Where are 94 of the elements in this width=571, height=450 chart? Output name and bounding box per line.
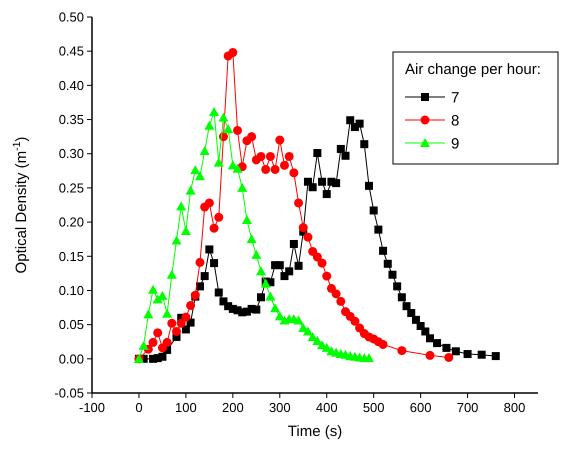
point bbox=[350, 316, 360, 326]
point bbox=[186, 300, 196, 310]
point bbox=[214, 158, 224, 167]
point bbox=[303, 232, 312, 242]
point bbox=[308, 332, 318, 341]
point bbox=[302, 326, 313, 336]
point bbox=[228, 48, 238, 58]
point bbox=[162, 308, 172, 318]
point bbox=[242, 215, 252, 224]
point bbox=[194, 171, 205, 180]
x-tick-label: 600 bbox=[410, 400, 432, 415]
point bbox=[232, 164, 243, 173]
point bbox=[204, 120, 214, 130]
point bbox=[190, 165, 200, 174]
y-tick-label: 0.05 bbox=[58, 317, 84, 332]
point bbox=[256, 266, 266, 276]
point bbox=[148, 338, 158, 347]
point bbox=[426, 350, 435, 360]
legend-label: 9 bbox=[451, 136, 460, 152]
point bbox=[251, 250, 262, 259]
legend-label: 8 bbox=[451, 112, 460, 130]
x-tick-label: 400 bbox=[316, 400, 338, 415]
point bbox=[153, 328, 162, 338]
point bbox=[289, 168, 298, 178]
point bbox=[378, 340, 388, 349]
y-tick-label: 0.40 bbox=[58, 78, 84, 93]
x-tick-label: 0 bbox=[135, 400, 143, 415]
point bbox=[195, 258, 204, 267]
point bbox=[246, 234, 257, 244]
point bbox=[233, 126, 242, 135]
point bbox=[312, 336, 322, 346]
point bbox=[294, 316, 304, 325]
point bbox=[294, 198, 304, 208]
x-tick-label: 700 bbox=[456, 400, 478, 415]
point bbox=[270, 303, 280, 312]
point bbox=[237, 182, 248, 192]
point bbox=[265, 292, 276, 301]
x-tick-label: -100 bbox=[78, 400, 106, 415]
point bbox=[167, 318, 176, 328]
x-tick-label: 200 bbox=[222, 400, 244, 415]
point bbox=[332, 289, 341, 298]
point bbox=[270, 164, 280, 174]
point bbox=[172, 326, 182, 336]
point bbox=[143, 309, 154, 318]
legend-label: 7 bbox=[451, 90, 460, 106]
point bbox=[218, 112, 228, 122]
point bbox=[223, 124, 234, 134]
point bbox=[181, 312, 190, 322]
legend-title: Air change per hour: bbox=[405, 61, 541, 78]
point bbox=[166, 270, 177, 279]
y-tick-label: 0.10 bbox=[58, 282, 84, 298]
point bbox=[152, 294, 163, 304]
point bbox=[209, 107, 220, 116]
point bbox=[176, 318, 186, 328]
y-tick-label: 0.15 bbox=[58, 248, 84, 264]
point bbox=[397, 346, 406, 356]
point bbox=[275, 136, 284, 145]
y-tick-label: 0.50 bbox=[58, 10, 84, 24]
x-tick-label: 100 bbox=[175, 400, 197, 415]
point bbox=[186, 186, 196, 195]
point bbox=[200, 146, 210, 155]
point bbox=[138, 340, 149, 350]
point bbox=[214, 212, 224, 222]
point bbox=[256, 152, 266, 161]
y-tick-label: 0.35 bbox=[58, 112, 84, 128]
x-axis-title: Time (s) bbox=[288, 423, 342, 440]
x-tick-label: 300 bbox=[268, 400, 291, 415]
point bbox=[172, 236, 182, 245]
y-tick-label: 0.25 bbox=[58, 180, 84, 196]
point bbox=[162, 338, 172, 347]
x-tick-label: 500 bbox=[362, 400, 385, 415]
point bbox=[322, 272, 332, 281]
point bbox=[210, 224, 219, 233]
point bbox=[204, 198, 214, 208]
point bbox=[180, 226, 191, 235]
point bbox=[176, 201, 186, 210]
point bbox=[148, 284, 158, 294]
point bbox=[298, 223, 308, 232]
point bbox=[284, 152, 294, 161]
point bbox=[364, 353, 374, 362]
point bbox=[336, 296, 346, 306]
x-tick-label: 800 bbox=[504, 400, 526, 415]
point bbox=[318, 258, 327, 268]
y-tick-label: -0.05 bbox=[54, 386, 84, 400]
point bbox=[261, 164, 270, 174]
point bbox=[247, 132, 256, 142]
y-tick-label: 0.00 bbox=[58, 351, 84, 366]
y-tick-label: 0.45 bbox=[58, 44, 84, 59]
point bbox=[444, 352, 454, 362]
y-tick-label: 0.20 bbox=[58, 214, 84, 230]
point bbox=[280, 160, 289, 170]
point bbox=[266, 152, 275, 161]
point bbox=[312, 252, 322, 262]
y-tick-label: 0.30 bbox=[58, 146, 84, 162]
